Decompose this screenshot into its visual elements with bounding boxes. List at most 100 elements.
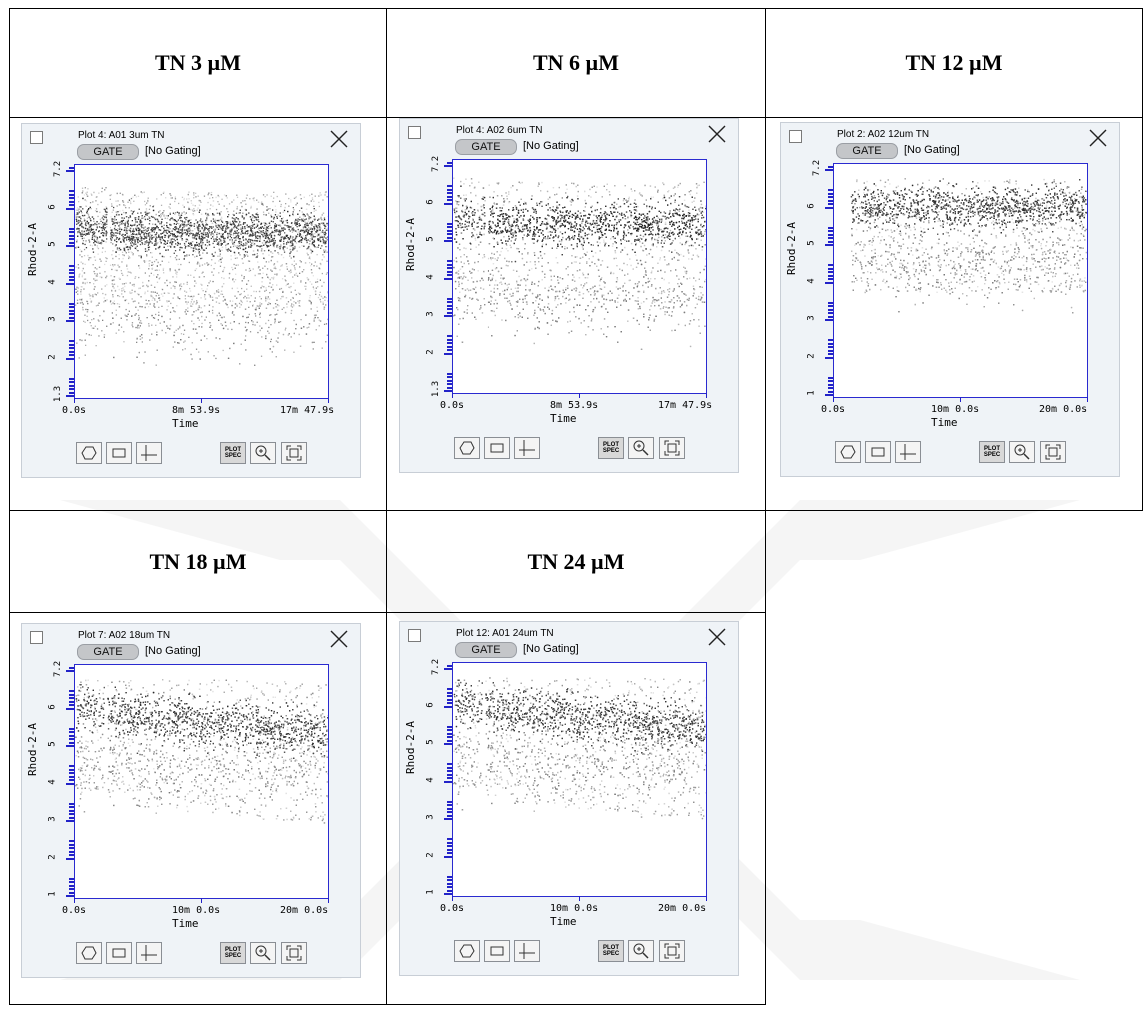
plot-spec-button[interactable]: PLOT SPEC	[220, 442, 246, 464]
rectangle-gate-button[interactable]	[106, 942, 132, 964]
quadrant-gate-button[interactable]	[514, 940, 540, 962]
y-tick-mark	[825, 394, 833, 396]
select-plot-checkbox[interactable]	[789, 130, 802, 143]
y-tick-mark	[447, 301, 452, 303]
select-plot-checkbox[interactable]	[408, 126, 421, 139]
y-tick-mark	[447, 372, 452, 375]
polygon-gate-button[interactable]	[454, 940, 480, 962]
auto-scale-button[interactable]	[1040, 441, 1066, 463]
polygon-gate-button[interactable]	[454, 437, 480, 459]
plot-spec-button[interactable]: PLOT SPEC	[979, 441, 1005, 463]
y-tick-mark	[447, 695, 452, 697]
y-tick-mark	[447, 889, 452, 892]
quadrant-gate-button[interactable]	[136, 442, 162, 464]
flow-plot-panel-1: Plot 4: A01 3um TN GATE [No Gating] Rhod…	[21, 123, 361, 478]
select-plot-checkbox[interactable]	[30, 131, 43, 144]
expand-icon	[664, 943, 680, 959]
rectangle-gate-button[interactable]	[484, 437, 510, 459]
quadrant-gate-button[interactable]	[514, 437, 540, 459]
close-icon[interactable]	[327, 627, 351, 651]
y-tick-label: 2	[426, 349, 436, 354]
y-tick-label: 1	[426, 889, 436, 894]
table-row-divider	[9, 117, 1143, 118]
auto-scale-button[interactable]	[281, 942, 307, 964]
auto-scale-button[interactable]	[659, 437, 685, 459]
close-icon[interactable]	[705, 625, 729, 649]
x-tick-label: 0.0s	[62, 405, 86, 416]
y-tick-mark	[69, 741, 74, 744]
scatter-plot-area[interactable]	[452, 662, 707, 897]
y-tick-mark	[447, 773, 452, 776]
y-tick-mark	[447, 345, 452, 348]
zoom-in-button[interactable]	[250, 942, 276, 964]
y-tick-label: 2	[426, 852, 436, 857]
plot-spec-button[interactable]: PLOT SPEC	[598, 940, 624, 962]
close-icon[interactable]	[705, 122, 729, 146]
expand-icon	[664, 440, 680, 456]
y-tick-mark	[828, 165, 833, 168]
polygon-gate-button[interactable]	[76, 442, 102, 464]
auto-scale-button[interactable]	[659, 940, 685, 962]
gate-button[interactable]: GATE	[455, 139, 517, 155]
y-tick-mark	[69, 816, 74, 819]
y-tick-label: 6	[807, 203, 817, 208]
zoom-in-button[interactable]	[628, 437, 654, 459]
y-tick-mark	[447, 691, 452, 694]
rectangle-gate-button[interactable]	[106, 442, 132, 464]
scatter-plot-area[interactable]	[74, 664, 329, 899]
y-tick-mark	[69, 306, 74, 308]
zoom-in-button[interactable]	[250, 442, 276, 464]
select-plot-checkbox[interactable]	[30, 631, 43, 644]
y-tick-mark	[828, 240, 833, 243]
y-tick-mark	[69, 200, 74, 203]
y-tick-mark	[69, 734, 74, 737]
select-plot-checkbox[interactable]	[408, 629, 421, 642]
scatter-plot-area[interactable]	[74, 164, 329, 399]
rectangle-gate-button[interactable]	[484, 940, 510, 962]
y-tick-mark	[69, 881, 74, 883]
auto-scale-button[interactable]	[281, 442, 307, 464]
gate-button[interactable]: GATE	[77, 144, 139, 160]
zoom-in-button[interactable]	[628, 940, 654, 962]
scatter-plot-area[interactable]	[833, 163, 1088, 398]
plot-spec-button[interactable]: PLOT SPEC	[598, 437, 624, 459]
y-tick-mark	[69, 779, 74, 781]
flow-plot-panel-5: Plot 12: A01 24um TN GATE [No Gating] Rh…	[399, 621, 739, 976]
rectangle-gate-button[interactable]	[865, 441, 891, 463]
y-tick-mark	[447, 229, 452, 232]
polygon-gate-button[interactable]	[76, 942, 102, 964]
gate-button[interactable]: GATE	[836, 143, 898, 159]
y-tick-mark	[828, 383, 833, 386]
gate-button[interactable]: GATE	[455, 642, 517, 658]
polygon-gate-button[interactable]	[835, 441, 861, 463]
table-col-divider	[386, 8, 387, 1005]
x-tick-label: 10m 0.0s	[550, 903, 598, 914]
event-cloud	[453, 177, 706, 350]
y-tick-mark	[69, 231, 74, 233]
close-icon[interactable]	[1086, 126, 1110, 150]
y-tick-mark	[69, 309, 74, 312]
x-tick-mark	[74, 898, 75, 903]
y-tick-label: 1	[807, 390, 817, 395]
y-tick-mark	[69, 350, 74, 353]
zoom-in-button[interactable]	[1009, 441, 1035, 463]
quadrant-gate-button[interactable]	[895, 441, 921, 463]
x-tick-label: 0.0s	[440, 400, 464, 411]
y-tick-mark	[825, 169, 833, 171]
y-tick-mark	[69, 700, 74, 703]
y-tick-mark	[69, 227, 74, 230]
y-tick-label: 4	[48, 779, 58, 784]
y-tick-mark	[66, 707, 74, 710]
zoom-in-icon	[255, 445, 271, 461]
x-tick-mark	[579, 393, 580, 398]
gate-button[interactable]: GATE	[77, 644, 139, 660]
quadrant-gate-button[interactable]	[136, 942, 162, 964]
y-axis-label: Rhod-2-A	[26, 223, 39, 276]
scatter-plot-area[interactable]	[452, 159, 707, 394]
x-axis-label: Time	[550, 412, 577, 425]
plot-spec-button[interactable]: PLOT SPEC	[220, 942, 246, 964]
y-tick-mark	[447, 729, 452, 731]
y-tick-mark	[69, 190, 74, 192]
y-tick-mark	[828, 349, 833, 352]
close-icon[interactable]	[327, 127, 351, 151]
